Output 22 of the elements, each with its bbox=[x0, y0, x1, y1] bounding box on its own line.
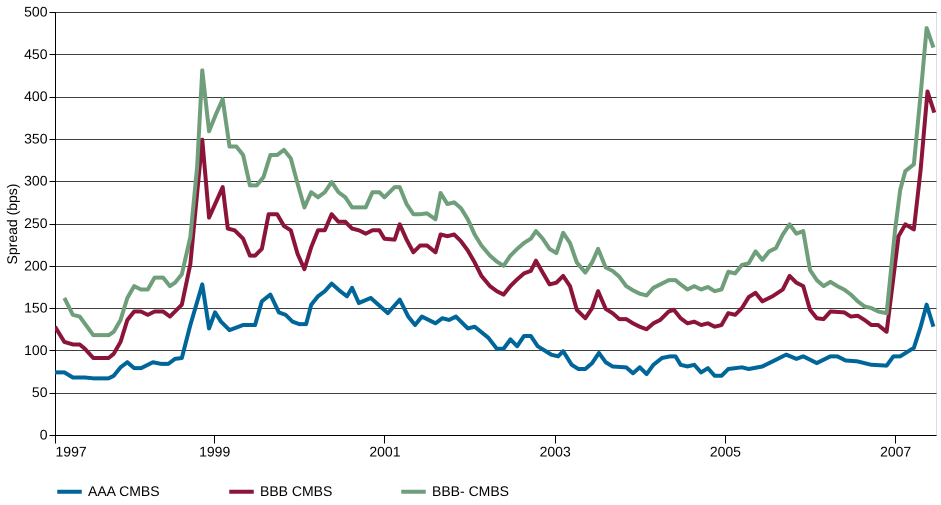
legend-label: BBB- CMBS bbox=[432, 482, 510, 499]
x-tick-label: 2007 bbox=[880, 444, 912, 460]
y-tick-label: 150 bbox=[24, 300, 48, 316]
x-tick-label: 1999 bbox=[199, 444, 230, 460]
x-tick-label: 1997 bbox=[56, 444, 87, 460]
y-tick-label: 350 bbox=[24, 130, 48, 146]
x-tick-label: 2001 bbox=[369, 444, 401, 460]
y-tick-label: 100 bbox=[24, 342, 48, 358]
x-tick-label: 2003 bbox=[540, 444, 571, 460]
y-tick-label: 400 bbox=[24, 88, 48, 104]
y-tick-label: 200 bbox=[24, 257, 48, 274]
y-tick-label: 450 bbox=[24, 46, 48, 62]
y-tick-label: 500 bbox=[24, 4, 48, 20]
line-series bbox=[62, 26, 936, 338]
legend-label: AAA CMBS bbox=[88, 482, 160, 499]
y-tick-label: 0 bbox=[40, 426, 48, 442]
y-tick-label: 300 bbox=[24, 172, 48, 189]
y-axis-title: Spread (bps) bbox=[4, 184, 20, 264]
x-tick-label: 2005 bbox=[710, 444, 742, 460]
y-tick-label: 50 bbox=[32, 384, 48, 400]
legend-label: BBB CMBS bbox=[260, 482, 332, 499]
y-tick-label: 250 bbox=[24, 215, 48, 231]
